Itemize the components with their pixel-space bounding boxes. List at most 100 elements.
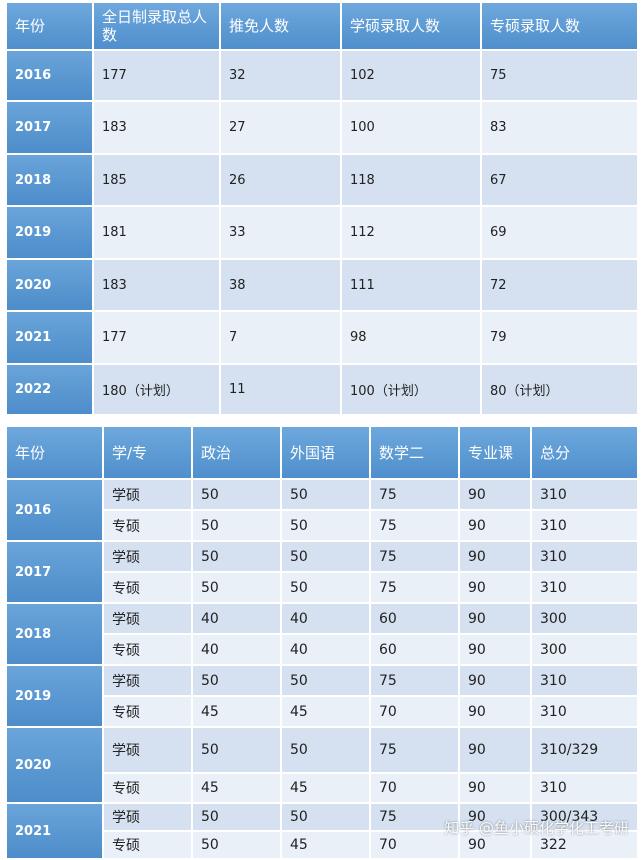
table-cell: 50	[191, 802, 282, 832]
year-cell: 2016	[5, 478, 104, 542]
table-row: 2022 180（计划） 11 100（计划） 80（计划）	[5, 363, 639, 416]
table-cell: 50	[280, 802, 371, 832]
table-cell: 40	[280, 602, 371, 635]
table-cell: 11	[219, 363, 342, 416]
table-row: 专硕 50 50 75 90 310	[6, 509, 639, 542]
year-cell: 2019	[5, 205, 94, 260]
table-cell: 学硕	[102, 602, 193, 635]
table-cell: 75	[369, 571, 460, 604]
table-header-row: 年份 学/专 政治 外国语 数学二 专业课 总分	[5, 425, 639, 480]
table-row: 专硕 45 45 70 90 310	[6, 695, 639, 728]
table-cell: 学硕	[102, 726, 193, 774]
table-cell: 专硕	[102, 509, 193, 542]
table-cell: 75	[369, 664, 460, 697]
table-cell: 100（计划）	[340, 363, 482, 416]
table-cell: 学硕	[102, 540, 193, 573]
table-cell: 90	[458, 633, 532, 666]
table-cell: 300/343	[530, 802, 639, 832]
table-cell: 75	[369, 509, 460, 542]
table-cell: 60	[369, 602, 460, 635]
table-cell: 310	[530, 571, 639, 604]
table-cell: 专硕	[102, 571, 193, 604]
table-cell: 50	[191, 664, 282, 697]
table-cell: 102	[340, 49, 482, 102]
table-cell: 50	[280, 664, 371, 697]
table-cell: 75	[369, 726, 460, 774]
table-cell: 90	[458, 602, 532, 635]
table-cell: 45	[280, 830, 371, 860]
column-header: 数学二	[369, 425, 460, 480]
table-cell: 98	[340, 310, 482, 365]
table-cell: 83	[480, 100, 639, 155]
table-row: 专硕 40 40 60 90 300	[6, 633, 639, 666]
column-header: 全日制录取总人数	[92, 1, 221, 51]
column-header: 推免人数	[219, 1, 342, 51]
table-row: 专硕 45 45 70 90 310	[6, 772, 639, 804]
table-cell: 310	[530, 664, 639, 697]
column-header: 专业课	[458, 425, 532, 480]
table-cell: 40	[191, 633, 282, 666]
table-row: 专硕 50 50 75 90 310	[6, 571, 639, 604]
table-header-row: 年份 全日制录取总人数 推免人数 学硕录取人数 专硕录取人数	[5, 1, 639, 51]
admission-table: 年份 全日制录取总人数 推免人数 学硕录取人数 专硕录取人数 2016 177 32 102 75…	[5, 1, 639, 416]
table-cell: 45	[191, 695, 282, 728]
table-cell: 50	[191, 571, 282, 604]
table-cell: 40	[280, 633, 371, 666]
table-cell: 45	[280, 772, 371, 804]
table-cell: 90	[458, 540, 532, 573]
table-cell: 111	[340, 258, 482, 312]
table-cell: 185	[92, 153, 221, 207]
table-cell: 50	[191, 726, 282, 774]
table-cell: 90	[458, 772, 532, 804]
table-row: 2019 学硕 50 50 75 90 310	[5, 664, 639, 728]
table-row: 2020 学硕 50 50 75 90 310/329	[5, 726, 639, 804]
table-cell: 45	[191, 772, 282, 804]
table-cell: 100	[340, 100, 482, 155]
table-cell: 70	[369, 695, 460, 728]
table-row: 2021 学硕 50 50 75 90 300/343	[5, 802, 639, 860]
table-row: 2017 183 27 100 83	[5, 100, 639, 155]
table-cell: 学硕	[102, 802, 193, 832]
table-cell: 177	[92, 49, 221, 102]
table-cell: 27	[219, 100, 342, 155]
table-row: 2016 学硕 50 50 75 90 310	[5, 478, 639, 542]
table-row: 2018 185 26 118 67	[5, 153, 639, 207]
table-cell: 75	[369, 540, 460, 573]
table-row: 2017 学硕 50 50 75 90 310	[5, 540, 639, 604]
table-row: 2019 181 33 112 69	[5, 205, 639, 260]
table-cell: 26	[219, 153, 342, 207]
table-cell: 50	[191, 509, 282, 542]
table-cell: 90	[458, 695, 532, 728]
column-header: 总分	[530, 425, 639, 480]
table-cell: 学硕	[102, 664, 193, 697]
table-cell: 50	[280, 571, 371, 604]
year-cell: 2016	[5, 49, 94, 102]
table-cell: 学硕	[102, 478, 193, 511]
table-cell: 300	[530, 633, 639, 666]
column-header: 年份	[5, 1, 94, 51]
year-cell: 2021	[5, 310, 94, 365]
table-cell: 专硕	[102, 695, 193, 728]
table-cell: 310	[530, 478, 639, 511]
table-cell: 50	[280, 509, 371, 542]
table-cell: 75	[480, 49, 639, 102]
table-cell: 40	[191, 602, 282, 635]
year-cell: 2020	[5, 726, 104, 804]
table-cell: 79	[480, 310, 639, 365]
column-header: 学硕录取人数	[340, 1, 482, 51]
table-cell: 33	[219, 205, 342, 260]
table-cell: 72	[480, 258, 639, 312]
table-cell: 90	[458, 478, 532, 511]
table-cell: 70	[369, 772, 460, 804]
table-cell: 38	[219, 258, 342, 312]
year-cell: 2017	[5, 540, 104, 604]
table-cell: 300	[530, 602, 639, 635]
table-cell: 32	[219, 49, 342, 102]
table-row: 2020 183 38 111 72	[5, 258, 639, 312]
table-row: 2018 学硕 40 40 60 90 300	[5, 602, 639, 666]
table-cell: 50	[280, 540, 371, 573]
table-cell: 7	[219, 310, 342, 365]
table-cell: 专硕	[102, 830, 193, 860]
table-cell: 183	[92, 258, 221, 312]
year-cell: 2020	[5, 258, 94, 312]
